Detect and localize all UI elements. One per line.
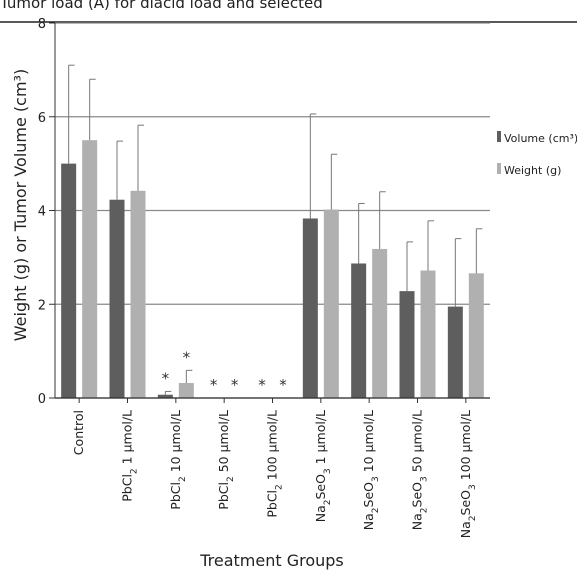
category-label-subscript: 3 [468, 484, 478, 490]
category-label-part: 100 μmol/L [458, 410, 473, 484]
category-label-part: PbCl [216, 482, 231, 510]
category-label-part: Na [410, 513, 425, 530]
y-tick-label: 6 [38, 111, 46, 126]
category-label: Na2SeO3 100 μmol/L [458, 410, 478, 538]
y-tick-label: 8 [38, 17, 46, 32]
category-label-subscript: 2 [323, 500, 333, 506]
bar-weight [468, 273, 484, 398]
bar-weight [178, 383, 194, 398]
category-label-part: 100 μmol/L [265, 410, 280, 484]
category-label-subscript: 3 [323, 468, 333, 474]
bar-volume [351, 263, 367, 398]
significance-star: * [231, 376, 239, 394]
category-label-part: SeO [458, 490, 473, 516]
category-label-part: 10 μmol/L [168, 410, 183, 476]
bar-volume [109, 199, 125, 398]
legend: Volume (cm³) Weight (g) [497, 131, 577, 177]
bar-volume [399, 291, 415, 398]
category-label-part: 50 μmol/L [410, 410, 425, 476]
category-label-subscript: 3 [371, 476, 381, 482]
bar-volume [61, 163, 77, 398]
y-axis: 0 2 4 6 8 [38, 17, 56, 407]
y-axis-title: Weight (g) or Tumor Volume (cm³) [11, 69, 30, 341]
category-label-subscript: 2 [468, 515, 478, 521]
significance-star: * [279, 376, 287, 394]
category-label: PbCl2 1 μmol/L [120, 410, 140, 502]
bar-weight [420, 270, 436, 398]
category-label-subscript: 2 [178, 476, 188, 482]
category-label: PbCl2 50 μmol/L [216, 410, 236, 510]
category-label-part: PbCl [265, 490, 280, 518]
category-label: Na2SeO3 50 μmol/L [410, 410, 430, 530]
significance-star: * [162, 369, 170, 387]
bar-volume [157, 394, 173, 398]
category-label-subscript: 3 [420, 476, 430, 482]
category-label: Na2SeO3 10 μmol/L [361, 410, 381, 530]
category-label: PbCl2 10 μmol/L [168, 410, 188, 510]
category-label-subscript: 2 [371, 507, 381, 513]
category-label: PbCl2 100 μmol/L [265, 410, 285, 518]
legend-swatch [497, 163, 501, 174]
bar-volume [302, 218, 318, 398]
category-label-part: PbCl [120, 474, 135, 502]
y-tick-label: 2 [38, 298, 46, 313]
category-label-part: Na [458, 521, 473, 538]
category-label-subscript: 2 [130, 468, 140, 474]
category-label-subscript: 2 [275, 484, 285, 490]
bar-weight [82, 140, 98, 398]
category-label-part: SeO [313, 474, 328, 500]
category-label-subscript: 2 [226, 476, 236, 482]
cut-off-title: Tumor load (A) for diacid load and selec… [0, 0, 323, 12]
y-tick-label: 0 [38, 392, 46, 407]
y-tick-label: 4 [38, 205, 46, 220]
legend-label: Weight (g) [504, 164, 561, 177]
significance-star: * [258, 376, 266, 394]
category-label-part: 1 μmol/L [120, 410, 135, 468]
legend-label: Volume (cm³) [504, 132, 577, 145]
category-label-part: 1 μmol/L [313, 410, 328, 468]
category-label-part: 10 μmol/L [361, 410, 376, 476]
category-label: Control [71, 410, 86, 455]
category-label-part: Na [361, 513, 376, 530]
category-label-part: Control [71, 410, 86, 455]
legend-swatch [497, 131, 501, 142]
error-bars [68, 64, 483, 395]
bar-volume [447, 306, 463, 398]
category-label-part: PbCl [168, 482, 183, 510]
significance-star: * [183, 348, 191, 366]
category-label-part: 50 μmol/L [216, 410, 231, 476]
bar-weight [323, 209, 339, 398]
category-label: Na2SeO3 1 μmol/L [313, 410, 333, 522]
bars [61, 140, 484, 398]
category-label-part: SeO [410, 482, 425, 508]
x-axis-title: Treatment Groups [199, 551, 344, 570]
bar-weight [130, 190, 146, 398]
category-label-subscript: 2 [420, 507, 430, 513]
category-label-part: SeO [361, 482, 376, 508]
bar-weight [372, 248, 388, 398]
category-label-part: Na [313, 505, 328, 522]
significance-star: * [210, 376, 218, 394]
significance-marks: * * * * * * [162, 348, 288, 394]
